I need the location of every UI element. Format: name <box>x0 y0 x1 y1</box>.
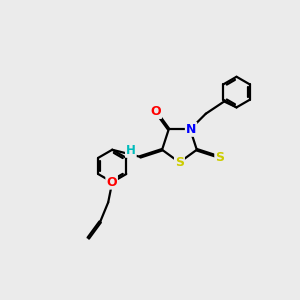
Text: S: S <box>175 157 184 169</box>
Text: O: O <box>106 176 117 189</box>
Text: N: N <box>186 123 196 136</box>
Text: H: H <box>126 144 136 157</box>
Text: S: S <box>215 151 224 164</box>
Text: O: O <box>150 105 161 118</box>
